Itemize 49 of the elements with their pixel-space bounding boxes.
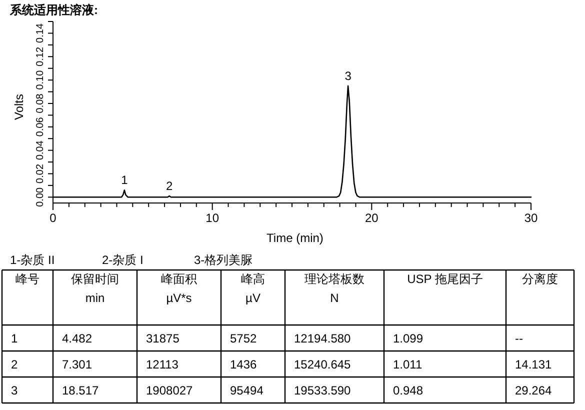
- text: 12194.580: [294, 332, 352, 346]
- text: 19533.590: [294, 384, 352, 398]
- y-tick-label: 0.14: [35, 23, 46, 43]
- text: 18.517: [62, 384, 100, 398]
- text: 1.099: [393, 332, 424, 346]
- x-tick-label: 0: [50, 211, 57, 225]
- text: 保留时间 min: [71, 272, 119, 305]
- text: 7.301: [62, 358, 92, 372]
- y-tick-label: 0.12: [35, 46, 46, 66]
- x-tick-label: 20: [364, 211, 379, 225]
- y-axis-title: Volts: [12, 94, 26, 120]
- text: 4.482: [62, 332, 92, 346]
- x-tick-label: 10: [206, 211, 220, 225]
- text: 29.264: [515, 384, 552, 398]
- y-tick-label: 0.10: [35, 70, 46, 90]
- text: 15240.645: [294, 358, 352, 372]
- text: 14.131: [515, 358, 552, 372]
- y-tick-label: 0.06: [35, 116, 46, 137]
- annotation: 2: [166, 178, 173, 193]
- y-tick-label: 0.00: [35, 186, 46, 207]
- annotation: 3: [344, 68, 352, 83]
- text: --: [515, 332, 523, 346]
- x-tick-label: 30: [524, 211, 538, 225]
- y-tick-label: 0.02: [35, 164, 46, 184]
- text: 峰面积 µV*s: [161, 272, 197, 305]
- text: USP 拖尾因子: [407, 272, 483, 286]
- text: 峰号: [16, 272, 40, 286]
- text: 1-杂质 II: [10, 253, 55, 267]
- text: 1436: [230, 358, 258, 372]
- text: 5752: [230, 332, 258, 346]
- text: 3: [11, 384, 18, 398]
- text: 理论塔板数 N: [304, 272, 364, 305]
- y-tick-label: 0.04: [35, 140, 46, 160]
- y-tick-label: 0.08: [35, 93, 46, 114]
- x-axis-title: Time (min): [266, 231, 324, 245]
- text: 峰高 µV: [241, 272, 265, 305]
- text: 3-格列美脲: [194, 253, 253, 267]
- text: 2-杂质 I: [102, 253, 144, 267]
- chart-title: 系统适用性溶液:: [9, 3, 98, 17]
- text: 31875: [146, 332, 180, 346]
- text: 95494: [230, 384, 264, 398]
- text: 12113: [146, 358, 179, 372]
- text: 0.948: [393, 384, 424, 398]
- annotation: 1: [121, 173, 128, 188]
- text: 1: [11, 332, 18, 346]
- text: 1.011: [393, 358, 422, 372]
- text: 分离度: [522, 272, 558, 286]
- text: 2: [11, 358, 18, 372]
- text: 1908027: [146, 384, 194, 398]
